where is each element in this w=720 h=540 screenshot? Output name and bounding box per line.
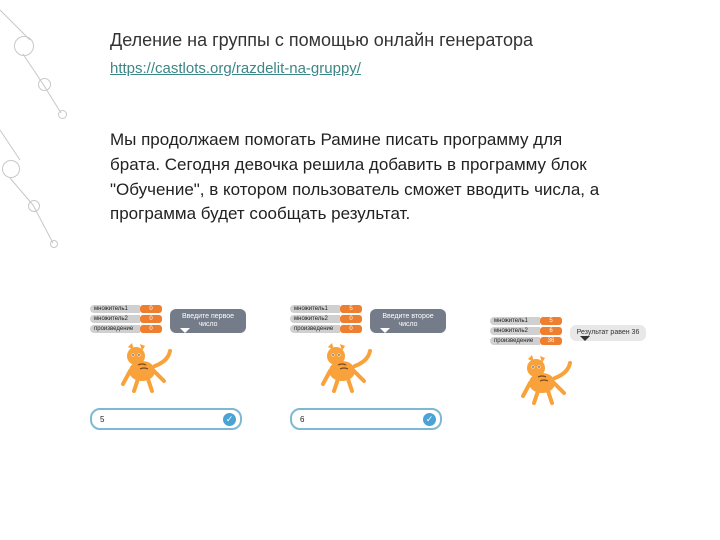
scratch-panel-3: множитель15 множитель26 произведение36 Р… [490, 317, 670, 430]
var-label: множитель1 [290, 305, 340, 313]
var-label: множитель2 [90, 315, 140, 323]
var-value: 0 [140, 305, 162, 313]
decor-lines [0, 0, 90, 300]
scratch-cat-icon [520, 353, 670, 410]
submit-check-icon[interactable]: ✓ [423, 413, 436, 426]
speech-bubble: Введите первое число [170, 309, 246, 333]
submit-check-icon[interactable]: ✓ [223, 413, 236, 426]
scratch-cat-icon [120, 341, 270, 398]
var-label: множитель2 [290, 315, 340, 323]
var-value: 0 [140, 315, 162, 323]
speech-bubble: Результат равен 36 [570, 325, 646, 341]
var-row-m1: множитель15 [490, 317, 670, 325]
answer-input[interactable]: 5 ✓ [90, 408, 242, 430]
var-value: 5 [340, 305, 362, 313]
var-label: множитель1 [490, 317, 540, 325]
input-value: 6 [296, 415, 304, 424]
var-value: 6 [540, 327, 562, 335]
var-value: 0 [340, 325, 362, 333]
scratch-panels: множитель10 множитель20 произведение0 Вв… [90, 305, 690, 430]
generator-link[interactable]: https://castlots.org/razdelit-na-gruppy/ [110, 60, 361, 77]
var-label: произведение [90, 325, 140, 333]
var-label: множитель1 [90, 305, 140, 313]
var-label: произведение [490, 337, 540, 345]
body-text: Мы продолжаем помогать Рамине писать про… [110, 128, 610, 227]
answer-input[interactable]: 6 ✓ [290, 408, 442, 430]
var-label: множитель2 [490, 327, 540, 335]
speech-bubble: Введите второе число [370, 309, 446, 333]
page-heading: Деление на группы с помощью онлайн генер… [110, 28, 610, 52]
var-label: произведение [290, 325, 340, 333]
var-value: 0 [140, 325, 162, 333]
scratch-cat-icon [320, 341, 470, 398]
scratch-panel-1: множитель10 множитель20 произведение0 Вв… [90, 305, 270, 430]
var-value: 0 [340, 315, 362, 323]
scratch-panel-2: множитель15 множитель20 произведение0 Вв… [290, 305, 470, 430]
var-value: 36 [540, 337, 562, 345]
input-value: 5 [96, 415, 104, 424]
var-value: 5 [540, 317, 562, 325]
